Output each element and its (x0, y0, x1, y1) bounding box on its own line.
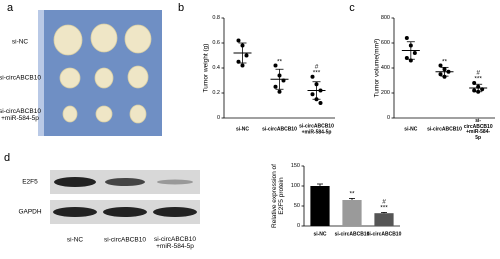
y-axis-label: Relative expression of E2F5 protein (270, 164, 285, 228)
y-tick-label: 100 (290, 182, 300, 189)
annotation: *** (380, 204, 388, 212)
data-point (480, 87, 485, 92)
data-point (472, 81, 477, 85)
data-point (273, 84, 278, 89)
data-point (408, 58, 413, 63)
band (153, 207, 197, 217)
y-tick-label: 200 (380, 89, 390, 96)
data-point (310, 74, 315, 79)
annotation: *** (474, 75, 482, 83)
data-point (438, 63, 443, 68)
band-label: GAPDH (18, 208, 42, 216)
data-point (404, 36, 409, 40)
data-point (438, 72, 443, 77)
data-point (273, 63, 278, 68)
lane-label: si-circABCB10 (104, 236, 146, 244)
band (105, 178, 145, 186)
data-point (277, 89, 282, 94)
band (54, 177, 96, 187)
lane-label: si-circABCB10 +miR-584-5p (154, 235, 196, 250)
data-point (236, 59, 241, 64)
data-point (412, 51, 417, 55)
annotation: *** (312, 69, 321, 77)
x-tick-label: si-circABCB10 (334, 231, 370, 238)
y-tick-label: 600 (380, 39, 390, 46)
data-point (240, 43, 245, 48)
annotation: ** (441, 57, 448, 65)
data-point (240, 63, 245, 68)
y-tick-label: 50 (293, 202, 300, 209)
y-axis-label: Tumor volume(mm³) (373, 38, 381, 98)
x-tick-label: si-circABCB10 (427, 126, 462, 133)
panel-label: c (349, 1, 355, 14)
y-axis-label: Tumor weight (g) (202, 43, 210, 93)
panel-label: a (6, 1, 14, 14)
row-label: si-circABCB10 +miR-584-5p (0, 107, 41, 122)
panel-label: b (177, 1, 185, 14)
data-point (442, 67, 447, 72)
y-tick-label: 0 (296, 222, 300, 229)
data-point (408, 43, 413, 48)
data-point (442, 74, 447, 79)
x-tick-label: si-NC (235, 126, 250, 133)
data-point (236, 38, 241, 43)
bar (310, 186, 330, 226)
bar (374, 213, 394, 226)
data-point (277, 73, 282, 78)
x-tick-label: si-circABCB10 (262, 126, 297, 133)
data-point (244, 53, 249, 58)
data-point (281, 78, 286, 83)
x-tick-label: si-circABCB10 +miR-584-5p (299, 123, 334, 135)
y-tick-label: 0 (386, 114, 390, 121)
data-point (472, 88, 477, 93)
x-tick-label: si-circABCB10 (366, 231, 402, 238)
band (53, 207, 97, 217)
data-point (476, 89, 481, 94)
data-point (314, 97, 319, 102)
data-point (476, 84, 481, 89)
y-tick-label: 0.4 (212, 64, 220, 71)
x-tick-label: si-NC (313, 231, 327, 238)
data-point (310, 92, 315, 97)
band-label: E2F5 (22, 178, 38, 186)
annotation: # (476, 69, 480, 77)
data-point (318, 101, 323, 105)
annotation: # (314, 63, 319, 71)
band (103, 207, 147, 217)
data-point (404, 56, 409, 60)
y-tick-label: 150 (290, 162, 300, 169)
band (157, 179, 193, 185)
ruler (38, 10, 44, 136)
y-tick-label: 0.8 (212, 14, 220, 21)
x-tick-label: si-NC (404, 126, 418, 133)
lane-label: si-NC (66, 236, 84, 244)
annotation: ** (276, 57, 283, 65)
x-tick-label: si-circABCB10 +miR-584-5p (463, 118, 493, 141)
row-label: si-NC (11, 38, 29, 46)
tumors (53, 23, 152, 124)
y-tick-label: 0 (216, 114, 220, 121)
panel-label: d (3, 151, 11, 164)
y-tick-label: 400 (380, 64, 390, 71)
y-tick-label: 800 (380, 14, 390, 21)
annotation: # (382, 198, 386, 206)
y-tick-label: 0.6 (212, 39, 220, 46)
data-point (446, 69, 451, 74)
bar (342, 200, 362, 226)
data-point (318, 88, 323, 93)
annotation: ** (349, 190, 355, 198)
y-tick-label: 0.2 (212, 89, 220, 96)
data-point (314, 82, 319, 87)
row-label: si-circABCB10 (0, 74, 41, 82)
